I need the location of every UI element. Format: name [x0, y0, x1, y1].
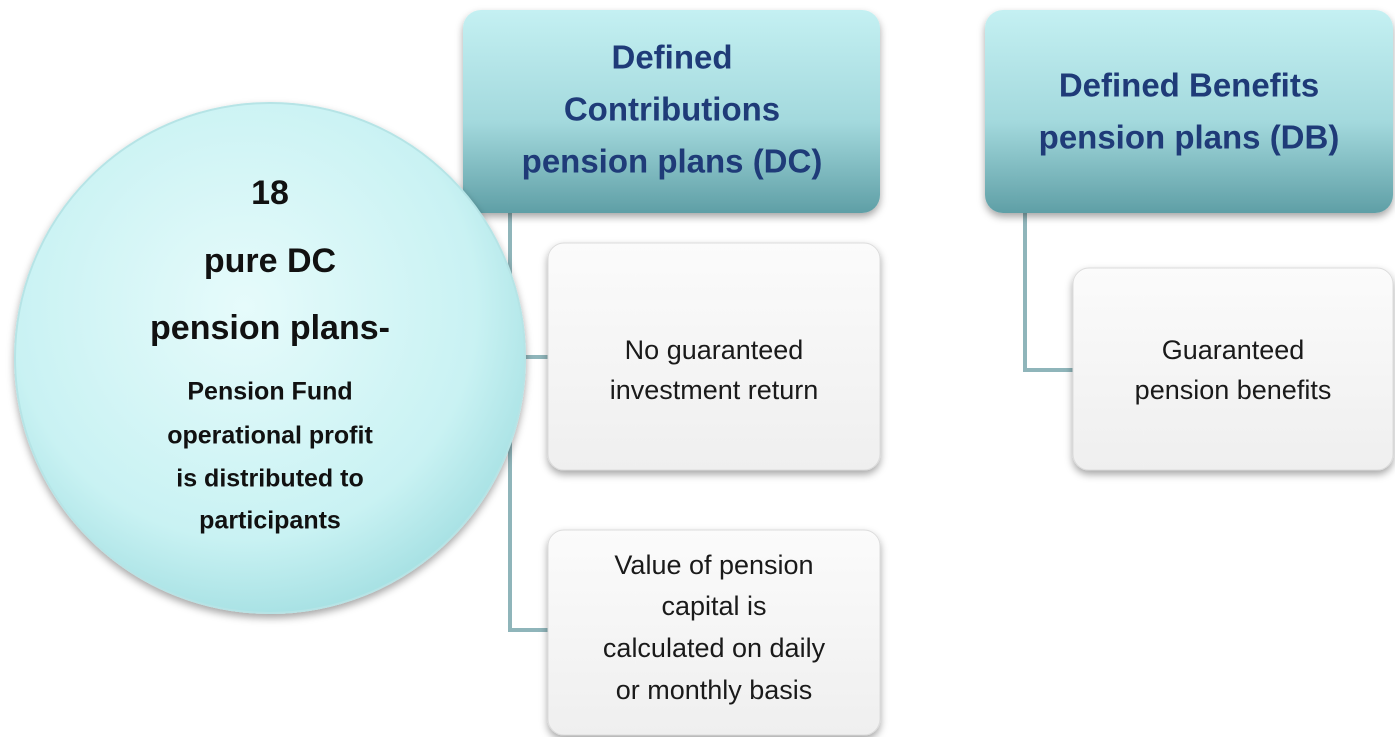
dc-header: [463, 10, 880, 213]
db-title: pension plans (DB): [1039, 119, 1340, 156]
dc-item-text: No guaranteed: [625, 335, 804, 365]
dc-item-text: Value of pension: [614, 550, 813, 580]
dc-item-text: capital is: [661, 591, 766, 621]
db-header: [985, 10, 1393, 213]
dc-item: [547, 529, 881, 736]
circle-note: Pension Fund: [187, 378, 352, 406]
circle-text: pension plans-: [150, 309, 390, 347]
dc-item-text: calculated on daily: [603, 633, 826, 663]
db-item-text: pension benefits: [1135, 375, 1332, 405]
dc-item: [547, 242, 881, 471]
db-item-text: Guaranteed: [1162, 335, 1305, 365]
connector: [1023, 213, 1073, 372]
dc-item-text: investment return: [610, 375, 819, 405]
dc-title: Defined: [611, 39, 732, 76]
dc-title: pension plans (DC): [522, 143, 823, 180]
db-item: [1072, 267, 1394, 471]
circle-text: pure DC: [204, 242, 336, 280]
dc-circle: [14, 102, 526, 614]
circle-note: is distributed to: [176, 465, 364, 493]
db-title: Defined Benefits: [1059, 67, 1319, 104]
dc-item-text: or monthly basis: [616, 675, 813, 705]
circle-text: 18: [251, 174, 289, 212]
dc-title: Contributions: [564, 91, 780, 128]
circle-note: participants: [199, 507, 341, 535]
circle-note: operational profit: [167, 422, 373, 450]
